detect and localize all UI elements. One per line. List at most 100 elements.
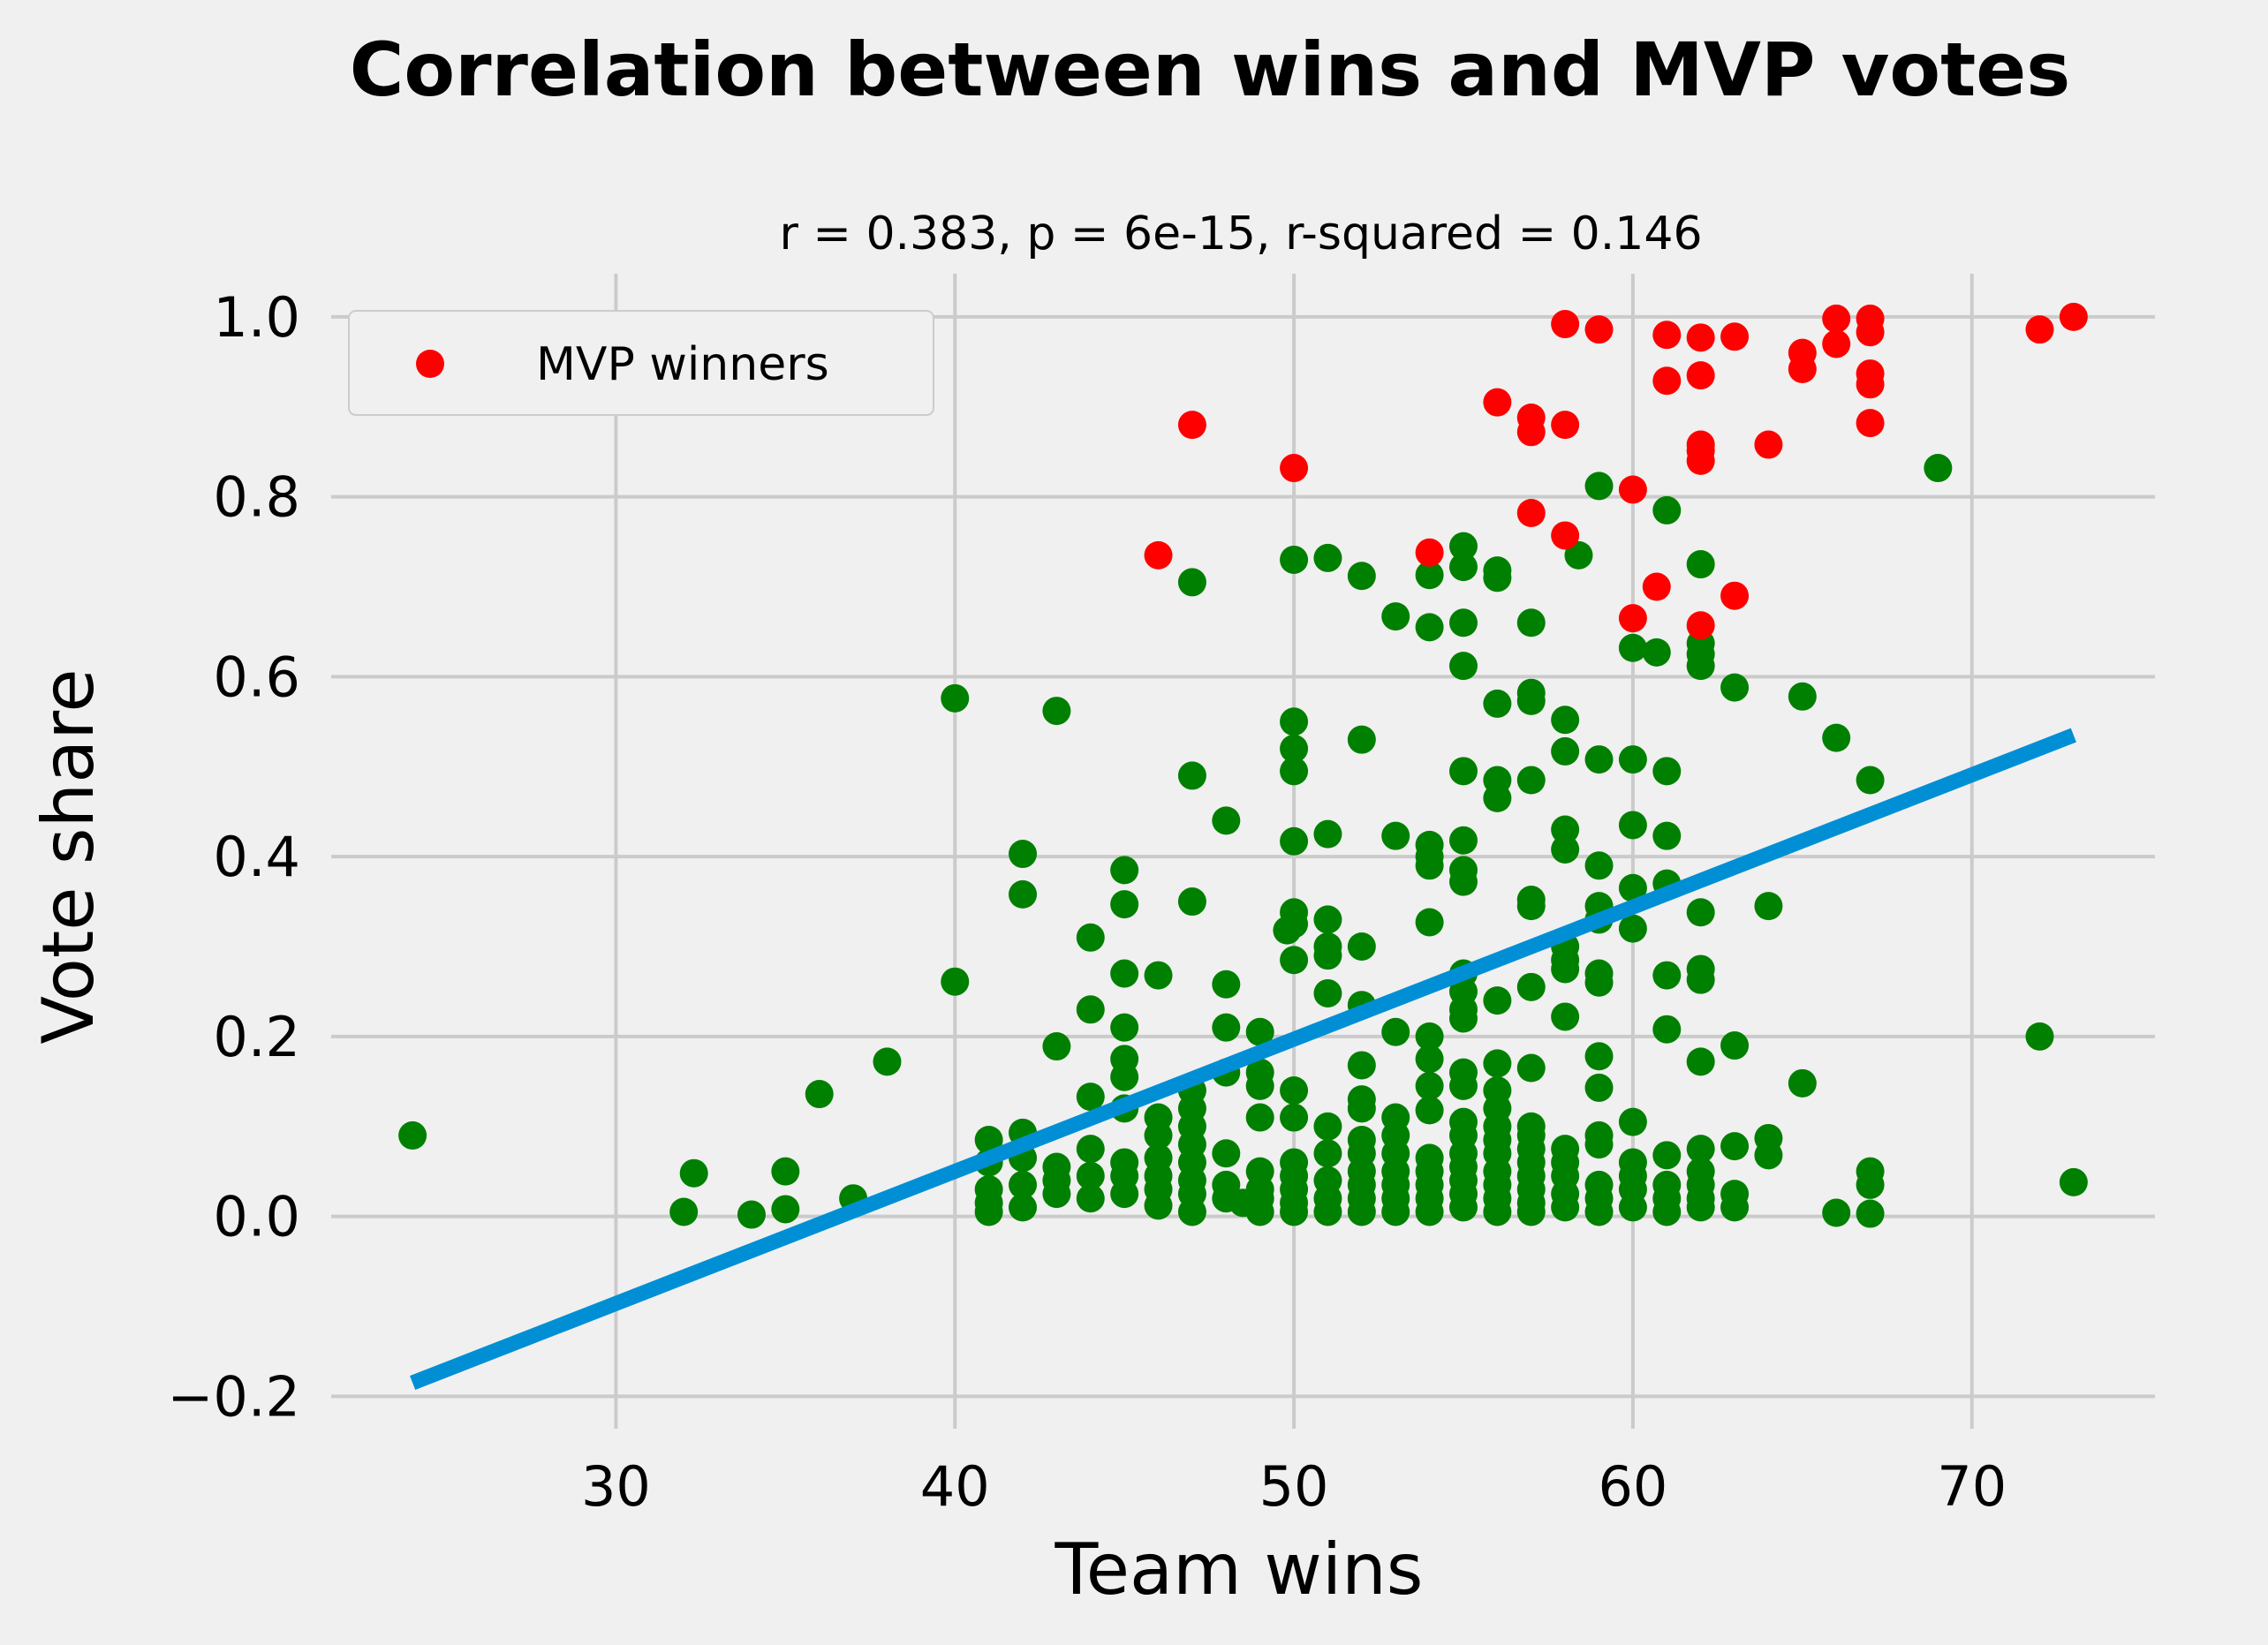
vote-share-point xyxy=(1347,725,1376,754)
vote-share-point xyxy=(1516,1197,1546,1226)
vote-share-point xyxy=(737,1200,766,1229)
vote-share-point xyxy=(1483,1049,1512,1078)
vote-share-point xyxy=(1280,826,1309,856)
mvp-winner-point xyxy=(1856,370,1885,399)
vote-share-point xyxy=(1280,946,1309,975)
data-points xyxy=(398,302,2088,1229)
vote-share-point xyxy=(1009,1193,1038,1222)
y-tick-label: 0.0 xyxy=(213,1185,300,1249)
vote-share-point xyxy=(1584,745,1614,774)
mvp-winner-point xyxy=(1642,572,1671,601)
mvp-winner-point xyxy=(1822,329,1851,358)
vote-share-point xyxy=(1448,1004,1478,1033)
vote-share-point xyxy=(669,1197,699,1226)
vote-share-point xyxy=(1822,1198,1851,1227)
y-axis-label: Vote share xyxy=(27,668,110,1044)
mvp-winner-point xyxy=(1516,418,1546,447)
mvp-winner-point xyxy=(1720,322,1750,351)
vote-share-point xyxy=(1448,826,1478,855)
vote-share-point xyxy=(1483,563,1512,592)
vote-share-point xyxy=(1584,1197,1614,1226)
vote-share-point xyxy=(1076,1161,1105,1190)
vote-share-point xyxy=(1720,673,1750,702)
mvp-winner-point xyxy=(1144,540,1173,570)
vote-share-point xyxy=(1652,1015,1682,1044)
vote-share-point xyxy=(1483,783,1512,812)
vote-share-point xyxy=(1652,495,1682,524)
mvp-winner-point xyxy=(1856,409,1885,438)
vote-share-point xyxy=(1856,1170,1885,1199)
mvp-winner-point xyxy=(1720,581,1750,610)
vote-share-point xyxy=(1212,806,1241,835)
vote-share-point xyxy=(1177,568,1206,597)
vote-share-point xyxy=(1076,923,1105,952)
vote-share-point xyxy=(1642,638,1671,667)
vote-share-point xyxy=(1448,867,1478,896)
vote-share-point xyxy=(1856,766,1885,795)
vote-share-point xyxy=(941,683,970,713)
chart-title: Correlation between wins and MVP votes xyxy=(350,26,2071,113)
vote-share-point xyxy=(1584,1042,1614,1071)
vote-share-point xyxy=(1516,892,1546,921)
vote-share-point xyxy=(1516,972,1546,1001)
y-tick-label: 0.6 xyxy=(213,645,300,709)
vote-share-point xyxy=(805,1080,834,1109)
vote-share-point xyxy=(1415,1096,1444,1125)
x-tick-label: 50 xyxy=(1259,1454,1329,1519)
vote-share-point xyxy=(1347,932,1376,961)
mvp-winner-point xyxy=(1652,321,1682,350)
vote-share-point xyxy=(1313,1197,1342,1226)
vote-share-point xyxy=(1686,652,1715,681)
vote-share-point xyxy=(1448,532,1478,561)
vote-share-point xyxy=(398,1121,427,1150)
x-axis-label: Team wins xyxy=(1055,1528,1424,1611)
vote-share-point xyxy=(1415,851,1444,880)
vote-share-point xyxy=(1788,1068,1817,1098)
vote-share-point xyxy=(1618,811,1647,840)
vote-share-point xyxy=(1551,815,1580,844)
vote-share-point xyxy=(1415,1071,1444,1100)
vote-share-point xyxy=(1516,608,1546,638)
vote-share-point xyxy=(1280,734,1309,763)
vote-share-point xyxy=(1551,736,1580,766)
vote-share-point xyxy=(771,1195,800,1224)
mvp-winner-point xyxy=(1686,446,1715,475)
chart-subtitle: r = 0.383, p = 6e-15, r-squared = 0.146 xyxy=(779,208,1702,260)
vote-share-point xyxy=(1347,1197,1376,1226)
mvp-winner-point xyxy=(1618,604,1647,633)
vote-share-point xyxy=(1313,905,1342,934)
vote-share-point xyxy=(1042,1032,1071,1061)
vote-share-point xyxy=(1245,1017,1274,1046)
vote-share-point xyxy=(1551,955,1580,984)
vote-share-point xyxy=(1280,545,1309,574)
vote-share-point xyxy=(1720,1031,1750,1060)
y-tick-label: 0.4 xyxy=(213,825,300,889)
vote-share-point xyxy=(1313,819,1342,849)
vote-share-point xyxy=(1280,1197,1309,1226)
vote-share-point xyxy=(1686,550,1715,579)
mvp-winner-point xyxy=(1551,310,1580,339)
vote-share-point xyxy=(1483,1197,1512,1226)
mvp-winner-point xyxy=(1551,411,1580,440)
vote-share-point xyxy=(1584,472,1614,501)
vote-share-point xyxy=(1584,851,1614,880)
vote-share-point xyxy=(1415,613,1444,642)
vote-share-point xyxy=(1516,686,1546,715)
vote-share-point xyxy=(1564,540,1593,570)
vote-share-point xyxy=(1042,697,1071,726)
vote-share-point xyxy=(1924,454,1953,483)
x-tick-label: 70 xyxy=(1937,1454,2007,1519)
vote-share-point xyxy=(1415,1022,1444,1051)
vote-share-point xyxy=(1448,553,1478,582)
vote-share-point xyxy=(1381,1197,1410,1226)
vote-share-point xyxy=(1212,1139,1241,1168)
vote-share-point xyxy=(1754,892,1783,921)
vote-share-point xyxy=(1754,1141,1783,1170)
vote-share-point xyxy=(1415,908,1444,937)
vote-share-point xyxy=(1551,1002,1580,1031)
x-tick-label: 60 xyxy=(1598,1454,1667,1519)
vote-share-point xyxy=(1381,1017,1410,1046)
vote-share-point xyxy=(1313,1112,1342,1141)
mvp-winner-point xyxy=(1754,430,1783,459)
